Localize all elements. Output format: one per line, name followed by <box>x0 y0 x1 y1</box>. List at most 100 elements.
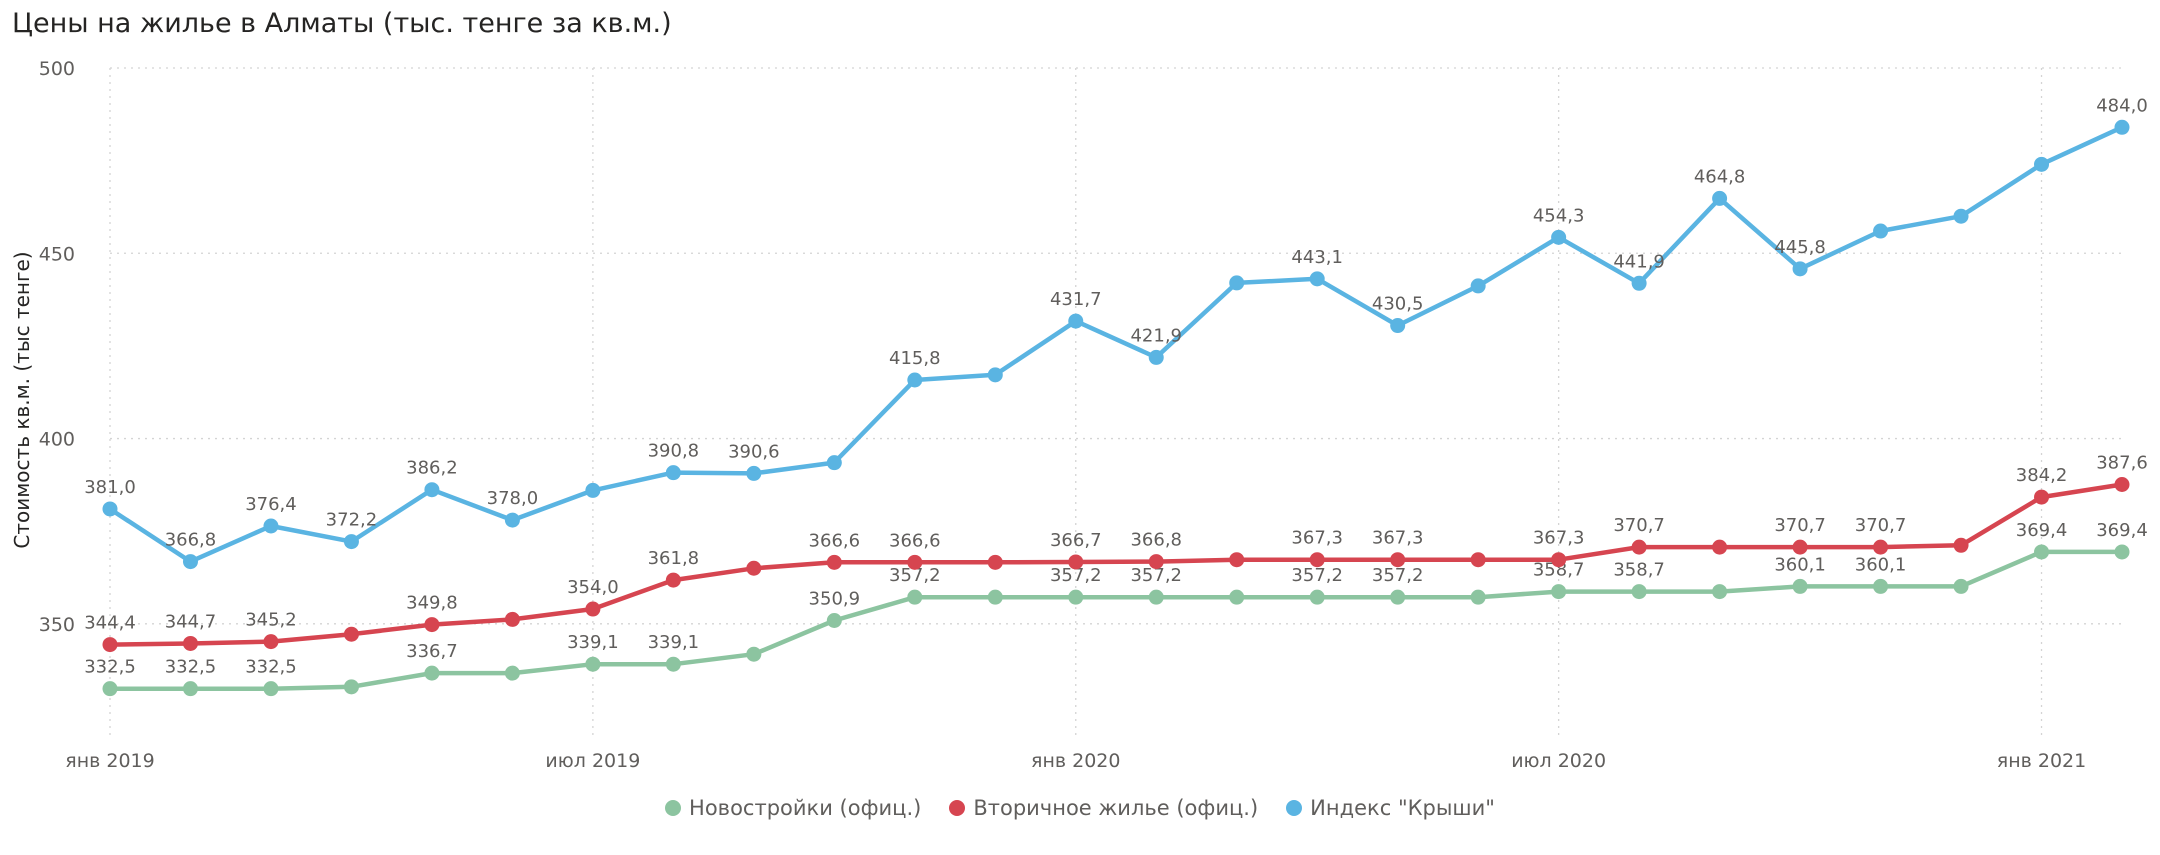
data-label: 344,7 <box>165 611 217 632</box>
data-point <box>424 482 440 498</box>
data-label: 366,6 <box>889 530 941 551</box>
data-label: 367,3 <box>1372 528 1424 549</box>
data-label: 357,2 <box>889 565 941 586</box>
data-point <box>1712 190 1728 206</box>
data-point <box>1148 554 1164 570</box>
data-point <box>2034 489 2050 505</box>
data-point <box>504 611 520 627</box>
data-label: 370,7 <box>1855 515 1907 536</box>
legend-marker-new-buildings <box>665 800 682 816</box>
data-point <box>987 367 1003 383</box>
data-label: 390,6 <box>728 441 780 462</box>
data-point <box>1631 539 1647 555</box>
data-label: 339,1 <box>567 632 619 653</box>
data-point <box>665 465 681 481</box>
data-point <box>1792 261 1808 277</box>
data-point <box>585 482 601 498</box>
data-label: 387,6 <box>2096 453 2148 474</box>
data-point <box>343 534 359 550</box>
data-label: 345,2 <box>245 610 297 631</box>
data-point <box>1712 584 1728 600</box>
data-label: 381,0 <box>84 477 136 498</box>
data-label: 349,8 <box>406 593 458 614</box>
data-point <box>1068 554 1084 570</box>
data-label: 372,2 <box>326 510 378 531</box>
data-label: 421,9 <box>1130 325 1182 346</box>
data-point <box>1148 349 1164 365</box>
data-label: 366,7 <box>1050 530 1102 551</box>
data-point <box>1631 584 1647 600</box>
x-tick-label: янв 2021 <box>1997 750 2086 772</box>
data-point <box>907 589 923 605</box>
data-label: 339,1 <box>648 632 700 653</box>
data-point <box>746 646 762 662</box>
y-axis-title: Стоимость кв.м. (тыс тенге) <box>10 251 34 548</box>
y-tick-label: 350 <box>39 614 75 636</box>
data-label: 484,0 <box>2096 95 2148 116</box>
data-point <box>1390 589 1406 605</box>
data-point <box>263 681 279 697</box>
data-point <box>263 634 279 650</box>
data-label: 366,8 <box>1130 530 1182 551</box>
data-label: 357,2 <box>1291 565 1343 586</box>
data-point <box>1551 229 1567 245</box>
data-point <box>1068 589 1084 605</box>
legend-item-secondary-housing[interactable]: Вторичное жилье (офиц.) <box>949 796 1258 820</box>
data-point <box>1953 537 1969 553</box>
data-label: 454,3 <box>1533 205 1585 226</box>
data-label: 367,3 <box>1533 528 1585 549</box>
data-point <box>907 372 923 388</box>
series-line <box>107 125 2125 564</box>
data-point <box>1953 578 1969 594</box>
data-label: 336,7 <box>406 641 458 662</box>
legend-item-krisha-index[interactable]: Индекс "Крыши" <box>1286 796 1495 820</box>
data-point <box>343 679 359 695</box>
legend-label-new-buildings: Новостройки (офиц.) <box>689 796 922 820</box>
data-point <box>1229 589 1245 605</box>
data-point <box>746 560 762 576</box>
data-point <box>1551 552 1567 568</box>
data-point <box>343 626 359 642</box>
data-point <box>1551 584 1567 600</box>
data-point <box>1470 552 1486 568</box>
data-label: 441,9 <box>1613 251 1665 272</box>
data-label: 357,2 <box>1372 565 1424 586</box>
data-point <box>1309 552 1325 568</box>
data-point <box>182 635 198 651</box>
data-point <box>1148 589 1164 605</box>
data-label: 378,0 <box>487 488 539 509</box>
x-tick-label: янв 2019 <box>65 750 154 772</box>
data-point <box>2114 544 2130 560</box>
data-label: 350,9 <box>809 588 861 609</box>
chart-legend: Новостройки (офиц.) Вторичное жилье (офи… <box>0 796 2160 820</box>
data-label: 366,8 <box>165 530 217 551</box>
y-tick-label: 400 <box>39 429 75 451</box>
data-point <box>1792 539 1808 555</box>
x-tick-label: июл 2020 <box>1511 750 1606 772</box>
data-label: 354,0 <box>567 577 619 598</box>
data-point <box>665 656 681 672</box>
data-point <box>1229 275 1245 291</box>
data-point <box>826 612 842 628</box>
data-point <box>987 589 1003 605</box>
data-label: 369,4 <box>2016 520 2068 541</box>
data-label: 357,2 <box>1130 565 1182 586</box>
data-label: 358,7 <box>1613 560 1665 581</box>
legend-item-new-buildings[interactable]: Новостройки (офиц.) <box>665 796 921 820</box>
data-point <box>424 617 440 633</box>
data-point <box>182 554 198 570</box>
data-label: 360,1 <box>1774 554 1826 575</box>
data-point <box>585 656 601 672</box>
data-point <box>1470 589 1486 605</box>
data-point <box>1631 275 1647 291</box>
data-point <box>1068 313 1084 329</box>
data-point <box>2034 156 2050 172</box>
y-tick-label: 500 <box>39 58 75 80</box>
data-point <box>504 665 520 681</box>
x-tick-label: июл 2019 <box>545 750 640 772</box>
data-label: 344,4 <box>84 613 136 634</box>
data-point <box>987 554 1003 570</box>
data-point <box>102 637 118 653</box>
data-point <box>263 518 279 534</box>
data-point <box>1470 278 1486 294</box>
